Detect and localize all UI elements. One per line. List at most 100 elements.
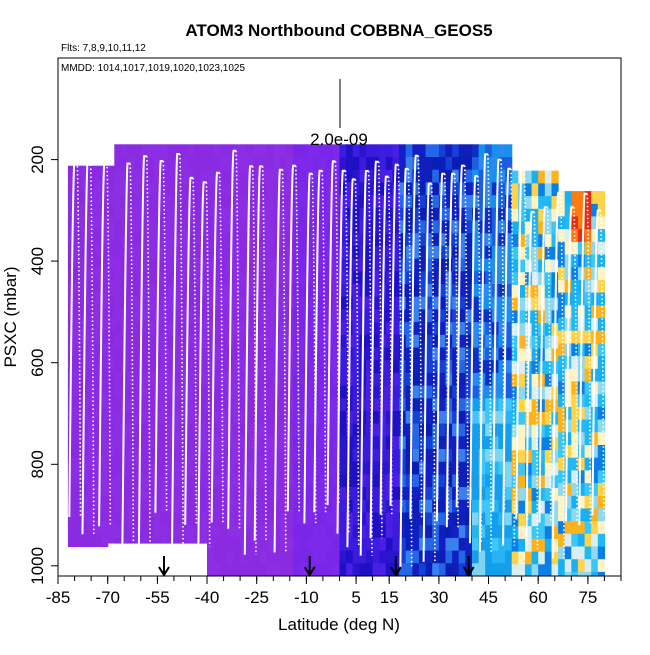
- heatmap-cell: [147, 474, 155, 488]
- heatmap-cell: [306, 233, 314, 247]
- heatmap-cell: [200, 309, 208, 323]
- heatmap-cell: [293, 372, 301, 387]
- heatmap-cell: [485, 322, 493, 336]
- heatmap-cell: [253, 144, 261, 158]
- heatmap-cell: [233, 258, 241, 272]
- heatmap-cell: [372, 309, 380, 323]
- heatmap-cell: [114, 271, 122, 285]
- heatmap-cell: [134, 347, 142, 361]
- heatmap-cell: [558, 318, 566, 332]
- heatmap-cell: [359, 436, 367, 450]
- heatmap-cell: [465, 169, 473, 183]
- heatmap-cell: [458, 284, 466, 298]
- flight-profile-ascent: [565, 206, 574, 522]
- heatmap-cell: [465, 182, 473, 196]
- heatmap-cell: [597, 419, 605, 433]
- heatmap-cell: [233, 372, 241, 387]
- heatmap-cell: [246, 296, 254, 310]
- heatmap-cell: [226, 436, 235, 450]
- heatmap-cell: [366, 334, 374, 349]
- heatmap-cell: [279, 550, 288, 564]
- heatmap-cell: [101, 216, 109, 230]
- heatmap-cell: [187, 347, 195, 361]
- heatmap-cell: [432, 372, 440, 387]
- heatmap-cell: [187, 233, 195, 247]
- heatmap-cell: [399, 195, 407, 209]
- heatmap-cell: [472, 423, 480, 437]
- heatmap-cell: [412, 537, 420, 552]
- heatmap-cell: [240, 322, 248, 336]
- heatmap-cell: [114, 233, 122, 247]
- heatmap-cell: [207, 499, 215, 514]
- heatmap-cell: [94, 318, 102, 332]
- heatmap-cell: [518, 285, 526, 299]
- heatmap-cell: [346, 512, 354, 526]
- heatmap-cell: [140, 474, 148, 488]
- heatmap-cell: [366, 309, 374, 323]
- heatmap-cell: [472, 411, 480, 425]
- heatmap-cell: [558, 533, 566, 548]
- heatmap-cell: [438, 271, 447, 285]
- heatmap-cell: [531, 348, 539, 362]
- heatmap-cell: [187, 334, 195, 349]
- heatmap-cell: [127, 372, 135, 387]
- heatmap-cell: [160, 499, 168, 514]
- heatmap-cell: [286, 220, 294, 234]
- heatmap-cell: [525, 221, 533, 235]
- heatmap-cell: [147, 245, 155, 260]
- heatmap-cell: [154, 449, 162, 463]
- flight-profile-ascent: [369, 160, 379, 539]
- heatmap-cell: [352, 296, 360, 310]
- heatmap-cell: [339, 499, 347, 514]
- heatmap-cell: [597, 457, 605, 471]
- heatmap-cell: [591, 470, 599, 484]
- flight-profile-ascent: [399, 167, 409, 568]
- heatmap-cell: [577, 483, 586, 497]
- heatmap-cell: [412, 525, 420, 539]
- heatmap-cell: [246, 245, 254, 260]
- heatmap-cell: [180, 271, 188, 285]
- heatmap-cell: [200, 512, 208, 526]
- heatmap-cell: [498, 207, 506, 222]
- heatmap-cell: [458, 385, 466, 399]
- heatmap-cell: [452, 144, 460, 158]
- heatmap-cell: [491, 512, 499, 526]
- heatmap-cell: [538, 246, 546, 261]
- flight-profile-descent: [599, 210, 605, 516]
- heatmap-cell: [452, 512, 460, 526]
- heatmap-cell: [485, 499, 493, 514]
- heatmap-cell: [114, 499, 122, 514]
- heatmap-cell: [127, 461, 135, 475]
- heatmap-cell: [147, 512, 155, 526]
- heatmap-cell: [260, 144, 268, 158]
- heatmap-cell: [207, 449, 215, 463]
- heatmap-cell: [147, 398, 155, 412]
- heatmap-cell: [432, 144, 440, 158]
- heatmap-cell: [107, 381, 115, 395]
- heatmap-cell: [74, 495, 82, 510]
- heatmap-cell: [478, 537, 486, 552]
- flight-profile-descent: [235, 150, 241, 529]
- heatmap-cell: [200, 436, 208, 450]
- heatmap-cell: [127, 525, 135, 539]
- heatmap-cell: [326, 461, 334, 475]
- flight-profile-ascent: [525, 210, 535, 551]
- heatmap-cell: [445, 487, 453, 501]
- heatmap-cell: [87, 203, 95, 218]
- heatmap-cell: [226, 512, 235, 526]
- heatmap-cell: [279, 563, 288, 576]
- heatmap-cell: [266, 563, 274, 576]
- heatmap-cell: [432, 360, 440, 374]
- flight-profile-descent: [146, 156, 151, 557]
- heatmap-cell: [233, 347, 241, 361]
- heatmap-cell: [346, 144, 354, 158]
- heatmap-cell: [405, 207, 413, 222]
- heatmap-cell: [233, 385, 241, 399]
- heatmap-cell: [240, 284, 248, 298]
- heatmap-cell: [140, 449, 148, 463]
- heatmap-cell: [120, 207, 129, 222]
- heatmap-cell: [392, 258, 400, 272]
- heatmap-cell: [319, 385, 327, 399]
- heatmap-cell: [505, 258, 513, 272]
- heatmap-cell: [147, 271, 155, 285]
